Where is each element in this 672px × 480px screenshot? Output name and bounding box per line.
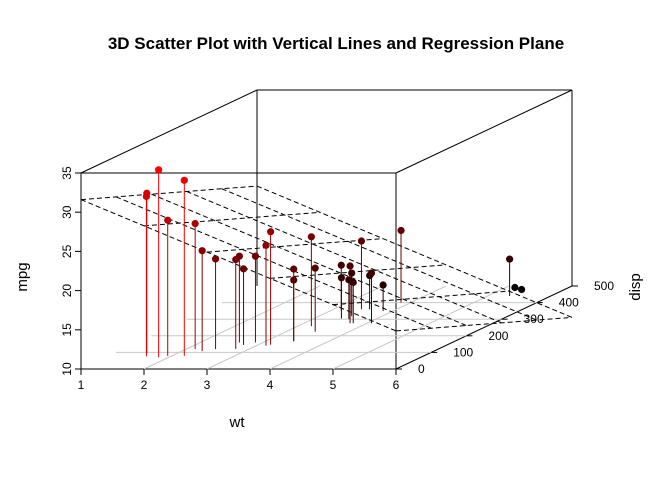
plane-line	[116, 196, 432, 329]
z-tick-label: 35	[60, 166, 74, 180]
box-edge	[395, 285, 573, 370]
plane-line	[269, 264, 447, 279]
data-point	[311, 264, 319, 272]
x-tick-label: 4	[267, 378, 274, 392]
box-edge	[395, 89, 573, 174]
vertical-lines	[145, 169, 523, 358]
z-tick-label: 30	[60, 205, 74, 219]
axes: 1 2 3 4 5 6 10 15 20 25 30 35 0 100 200 300 400 500	[60, 166, 614, 392]
data-point	[239, 265, 248, 273]
y-tick-label: 500	[594, 279, 614, 293]
x-tick-label: 5	[330, 378, 337, 392]
x-tick-label: 2	[141, 378, 148, 392]
data-point	[211, 255, 220, 263]
data-point	[357, 237, 366, 245]
plane-line	[80, 185, 258, 201]
z-tick-label: 15	[60, 323, 74, 337]
data-point	[511, 283, 519, 292]
grid-line	[143, 285, 321, 370]
data-point	[518, 285, 526, 294]
y-tick-label: 100	[453, 345, 473, 359]
plane-line	[221, 188, 537, 321]
data-point	[180, 176, 188, 184]
plane-line	[80, 199, 397, 332]
grid-line	[269, 285, 447, 370]
grid-line	[206, 285, 384, 370]
plane-line	[395, 316, 573, 332]
data-point	[267, 228, 275, 236]
data-point	[397, 226, 405, 235]
data-point	[367, 269, 376, 277]
z-tick-label: 25	[60, 244, 74, 258]
data-point	[348, 269, 356, 277]
data-point	[349, 278, 357, 287]
floor-grid	[116, 285, 537, 370]
data-point	[251, 252, 260, 260]
data-point	[290, 265, 298, 273]
z-tick-label: 10	[60, 362, 74, 376]
data-point	[262, 241, 270, 249]
plane-line	[151, 193, 467, 326]
y-tick-label: 0	[418, 362, 425, 376]
y-tick-label: 400	[559, 296, 579, 310]
data-point	[346, 262, 354, 270]
plane-line	[186, 191, 502, 324]
y-tick-label: 200	[488, 329, 508, 343]
data-point	[290, 276, 298, 284]
data-point	[198, 247, 206, 255]
data-points	[142, 166, 526, 294]
y-axis-label: disp	[627, 273, 644, 301]
chart-title: 3D Scatter Plot with Vertical Lines and …	[108, 34, 564, 53]
plane-line	[143, 211, 321, 227]
data-point	[191, 219, 199, 228]
data-point	[155, 166, 163, 174]
data-point	[232, 255, 240, 264]
x-axis-label: wt	[229, 414, 246, 431]
y-tick-label: 300	[524, 312, 544, 326]
data-point	[379, 281, 387, 289]
plane-line	[332, 290, 510, 306]
z-tick-label: 20	[60, 284, 74, 298]
grid-line	[332, 285, 510, 370]
x-tick-label: 6	[393, 378, 400, 392]
data-point	[337, 274, 346, 282]
regression-plane	[80, 185, 573, 332]
data-point	[142, 192, 150, 201]
x-tick-label: 3	[204, 378, 211, 392]
data-point	[337, 261, 345, 269]
box-edge	[80, 89, 258, 174]
x-tick-label: 1	[78, 378, 85, 392]
plane-line	[256, 185, 573, 318]
bounding-box	[80, 89, 573, 370]
data-point	[307, 233, 315, 241]
data-point	[506, 255, 514, 263]
plane-line	[206, 238, 384, 253]
z-axis-label: mpg	[14, 262, 31, 291]
data-point	[164, 216, 172, 224]
